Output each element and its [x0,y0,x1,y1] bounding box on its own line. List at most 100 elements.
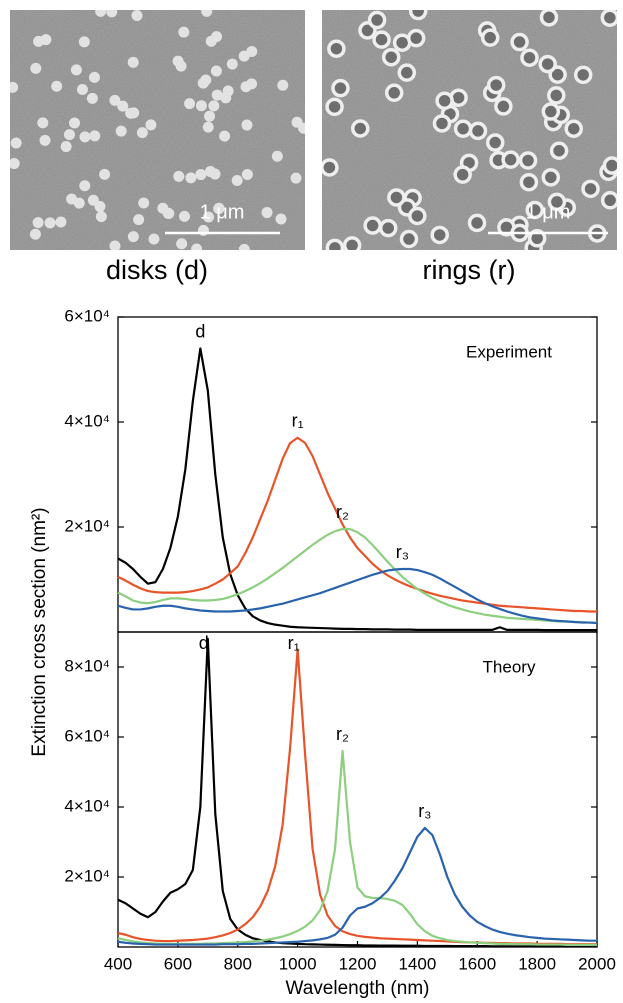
disk-particle [184,98,196,110]
ring-particle [397,63,417,82]
series-label: d [199,633,209,653]
sem-grain [10,10,305,250]
ring-particle [399,229,419,249]
ring-particle [494,97,513,116]
series-label: r₃ [396,542,409,562]
plot-frame [117,631,598,948]
ring-particle [602,156,617,175]
plot-frame [117,316,598,633]
disk-particle [246,45,258,57]
disk-particle [10,81,19,93]
sem-image-rings [322,10,617,250]
ring-particle [539,10,559,27]
disk-particle [115,125,127,137]
ring-particle [501,150,520,169]
disk-particle [89,130,101,142]
ring-particle [453,165,472,184]
disk-particle [220,92,232,104]
ring-particle [600,191,617,210]
panel-title: Experiment [466,342,552,361]
disk-particle [40,34,52,46]
disk-particle [32,217,44,229]
disk-particle [127,56,139,68]
ring-particle [467,213,487,233]
ring-particle [331,78,350,98]
series-label: d [195,321,205,341]
disk-particle [226,58,238,70]
disk-particle [176,238,188,250]
disk-particle [78,36,90,48]
y-tick-label: 8×10⁴ [64,656,110,675]
ring-particle [581,179,600,199]
disk-particle [10,158,20,170]
disk-particle [145,119,157,131]
series-line [117,567,598,625]
ring-particle [510,32,529,52]
series-label: r₁ [292,411,304,431]
ring-particle [468,121,488,141]
disk-particle [203,211,215,223]
x-tick-label: 2000 [578,954,616,973]
disk-particle [172,55,184,67]
disk-particle [69,117,81,129]
disk-particle [298,122,305,134]
y-tick-label: 6×10⁴ [64,306,110,325]
y-tick-label: 4×10⁴ [64,796,110,815]
disk-particle [195,169,207,181]
ring-particle [519,172,539,192]
disk-particle [219,130,231,142]
y-tick-label: 6×10⁴ [64,726,110,745]
disk-particle [94,201,106,213]
disk-particle [29,228,41,240]
disk-particle [157,202,169,214]
disk-particle [131,10,143,21]
series-label: r₂ [336,724,349,744]
disk-particle [79,131,91,143]
ring-particle [549,141,569,160]
x-tick-label: 800 [224,954,252,973]
disk-particle [70,64,82,76]
image-caption: rings (r) [423,255,516,285]
disk-particle [209,168,221,180]
ring-particle [525,200,545,220]
ring-particle [486,75,506,95]
series-line [117,749,597,946]
disk-particle [109,94,121,106]
disk-particle [191,243,203,250]
ring-particle [600,10,617,27]
series-line [117,826,597,946]
disk-particle [241,119,253,131]
disk-particle [39,134,51,146]
ring-particle [480,28,500,47]
disk-particle [106,10,118,18]
ring-particle [573,65,593,85]
disk-particle [127,231,139,243]
disk-particle [178,26,190,38]
ring-particle [541,168,561,187]
series-line [117,637,597,948]
disk-particle [238,243,250,250]
scale-bar-label: 1 μm [200,201,245,223]
x-tick-label: 1200 [339,954,377,973]
disk-particle [10,137,22,149]
disk-particle [213,202,225,214]
disk-particle [133,214,145,226]
ring-particle [384,83,404,103]
disk-particle [37,117,49,129]
x-axis-label: Wavelength (nm) [286,978,430,999]
disk-particle [60,141,72,153]
ring-particle [325,238,345,250]
disk-particle [210,65,222,77]
disk-particle [55,216,67,228]
y-tick-label: 2×10⁴ [64,516,110,535]
ring-particle [408,206,427,226]
disk-particle [138,197,150,209]
disk-particle [95,10,107,17]
ring-particle [430,225,449,245]
ring-particle [406,28,426,48]
ring-particle [381,47,401,67]
ring-particle [408,10,428,21]
series-line [117,528,597,624]
disk-particle [63,129,75,141]
